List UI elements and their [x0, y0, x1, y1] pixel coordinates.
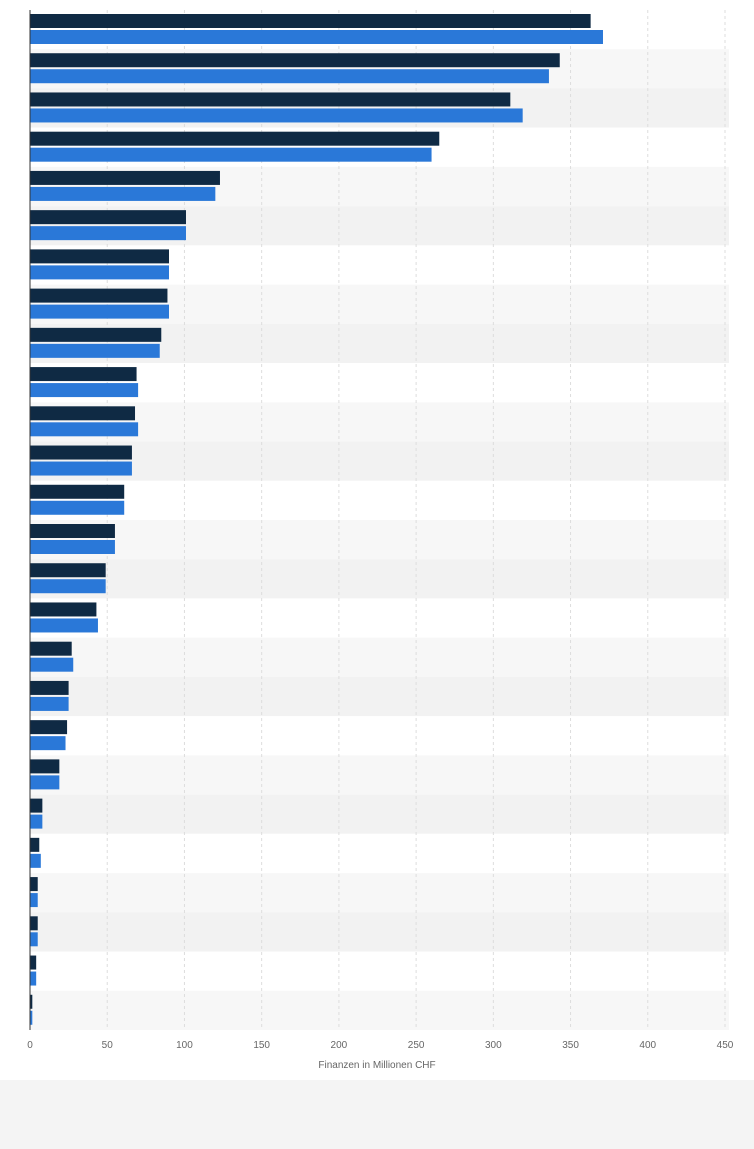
- x-tick-label: 200: [331, 1040, 348, 1051]
- bar[interactable]: [30, 383, 139, 398]
- bar-chart: 0 50 100 150 200 250 300 350 400 450 Finanzen in …: [27, 10, 734, 1071]
- bar[interactable]: [30, 759, 60, 774]
- bar[interactable]: [30, 484, 125, 499]
- x-tick-label: 50: [102, 1040, 114, 1051]
- x-tick-label: 300: [485, 1040, 502, 1051]
- bar[interactable]: [30, 367, 137, 382]
- x-tick-label: 0: [27, 1040, 33, 1051]
- row-band: [30, 951, 729, 991]
- row-band: [30, 833, 729, 874]
- bar[interactable]: [30, 696, 69, 711]
- bar[interactable]: [30, 343, 160, 358]
- bar[interactable]: [30, 1010, 33, 1025]
- bar[interactable]: [30, 775, 60, 790]
- bar[interactable]: [30, 798, 43, 813]
- bar[interactable]: [30, 461, 132, 476]
- bar[interactable]: [30, 288, 168, 303]
- row-band: [30, 676, 729, 717]
- bar[interactable]: [30, 422, 139, 437]
- bar[interactable]: [30, 837, 40, 852]
- row-band: [30, 559, 729, 599]
- x-axis-title: Finanzen in Millionen CHF: [318, 1060, 435, 1071]
- bar[interactable]: [30, 853, 41, 868]
- footer-area: [0, 1080, 754, 1149]
- row-band: [30, 990, 729, 1030]
- bar[interactable]: [30, 524, 115, 538]
- bar[interactable]: [30, 304, 169, 319]
- row-bands: [30, 10, 729, 1030]
- bar[interactable]: [30, 186, 216, 201]
- bar[interactable]: [30, 226, 186, 241]
- bar[interactable]: [30, 971, 37, 986]
- bar[interactable]: [30, 14, 591, 28]
- bar[interactable]: [30, 53, 560, 68]
- bars: [30, 14, 603, 1025]
- row-band: [30, 637, 729, 677]
- bar[interactable]: [30, 657, 74, 672]
- bar[interactable]: [30, 916, 38, 931]
- chart-area: 0 50 100 150 200 250 300 350 400 450 Finanzen in …: [0, 0, 754, 1080]
- bar[interactable]: [30, 406, 136, 421]
- row-band: [30, 873, 729, 913]
- bar[interactable]: [30, 814, 43, 829]
- bar[interactable]: [30, 932, 38, 947]
- row-band: [30, 598, 729, 638]
- row-band: [30, 794, 729, 834]
- bar[interactable]: [30, 641, 72, 656]
- bar[interactable]: [30, 108, 523, 123]
- bar[interactable]: [30, 249, 169, 264]
- bar[interactable]: [30, 563, 106, 578]
- x-tick-label: 250: [408, 1040, 425, 1051]
- row-band: [30, 716, 729, 756]
- x-tick-label: 150: [253, 1040, 270, 1051]
- bar[interactable]: [30, 540, 115, 554]
- bar[interactable]: [30, 680, 69, 695]
- x-tick-label: 350: [562, 1040, 579, 1051]
- bar[interactable]: [30, 955, 37, 970]
- row-band: [30, 520, 729, 560]
- x-tick-label: 450: [717, 1040, 734, 1051]
- bar[interactable]: [30, 92, 511, 107]
- row-band: [30, 402, 729, 442]
- row-band: [30, 363, 729, 403]
- bar[interactable]: [30, 265, 169, 280]
- bar[interactable]: [30, 131, 440, 146]
- bar[interactable]: [30, 720, 68, 735]
- x-tick-label: 400: [639, 1040, 656, 1051]
- bar[interactable]: [30, 170, 220, 185]
- x-tick-labels: 0 50 100 150 200 250 300 350 400 450: [27, 1040, 734, 1051]
- bar[interactable]: [30, 736, 66, 751]
- x-tick-label: 100: [176, 1040, 193, 1051]
- row-band: [30, 441, 729, 481]
- row-band: [30, 912, 729, 952]
- bar[interactable]: [30, 30, 603, 44]
- row-band: [30, 755, 729, 795]
- bar[interactable]: [30, 579, 106, 594]
- bar[interactable]: [30, 500, 125, 515]
- bar[interactable]: [30, 618, 98, 633]
- bar[interactable]: [30, 602, 97, 617]
- bar[interactable]: [30, 69, 549, 84]
- bar[interactable]: [30, 877, 38, 892]
- bar[interactable]: [30, 893, 38, 908]
- bar[interactable]: [30, 147, 432, 162]
- bar[interactable]: [30, 445, 132, 460]
- bar[interactable]: [30, 994, 33, 1009]
- bar[interactable]: [30, 327, 162, 342]
- row-band: [30, 480, 729, 520]
- bar[interactable]: [30, 210, 186, 225]
